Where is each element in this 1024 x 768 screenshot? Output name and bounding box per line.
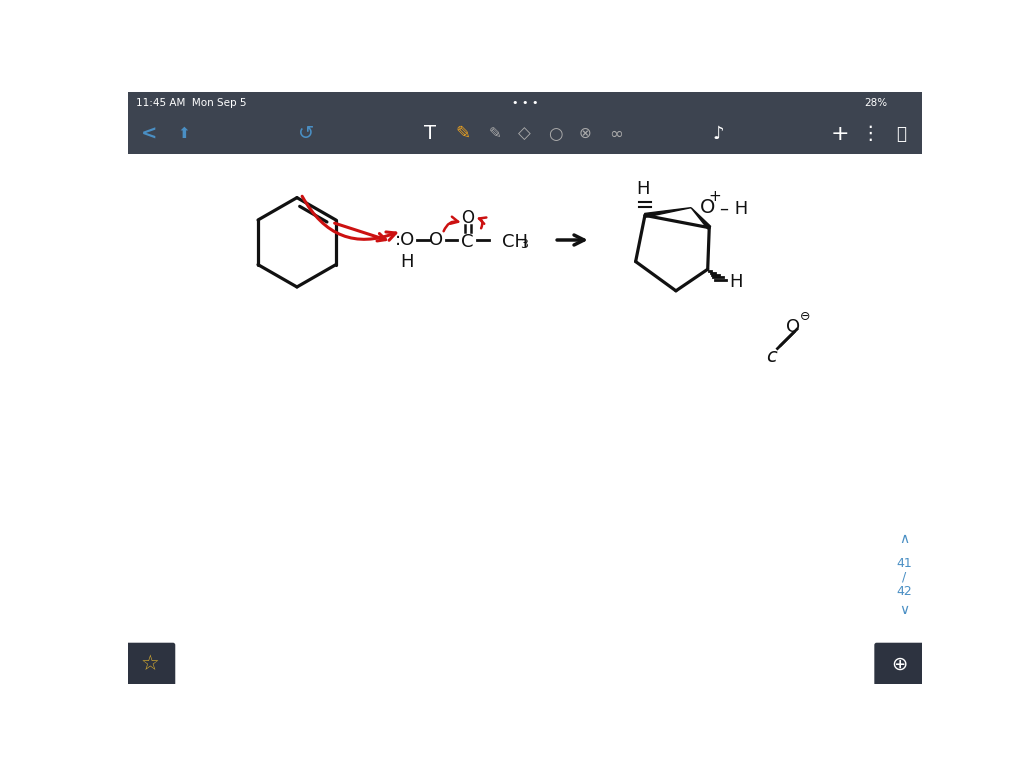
Text: – H: – H (721, 200, 749, 218)
Text: ⊕: ⊕ (891, 655, 907, 674)
Bar (128, 92, 922, 114)
Polygon shape (691, 207, 711, 229)
Text: O: O (429, 231, 443, 249)
Text: • • •: • • • (512, 98, 538, 108)
Text: ♪: ♪ (713, 124, 724, 143)
Bar (128, 114, 922, 154)
Polygon shape (644, 207, 691, 217)
Text: :O: :O (395, 231, 416, 249)
Text: /: / (902, 571, 906, 584)
Text: ○: ○ (548, 124, 562, 143)
Text: O: O (461, 210, 474, 227)
Text: +: + (708, 190, 721, 204)
Text: H: H (637, 180, 650, 198)
Text: ◇: ◇ (518, 124, 531, 143)
Text: 11:45 AM  Mon Sep 5: 11:45 AM Mon Sep 5 (136, 98, 246, 108)
Text: ✎: ✎ (456, 124, 470, 143)
Text: T: T (424, 124, 436, 144)
Text: O: O (785, 318, 800, 336)
Text: ∞: ∞ (609, 124, 624, 143)
Text: 42: 42 (897, 584, 912, 598)
Text: H: H (400, 253, 414, 270)
Text: ↺: ↺ (298, 124, 314, 144)
Text: 28%: 28% (864, 98, 888, 108)
Text: ∧: ∧ (899, 531, 909, 546)
Text: ∨: ∨ (899, 603, 909, 617)
Text: 3: 3 (520, 238, 528, 251)
Text: <: < (140, 124, 157, 144)
Text: O: O (700, 198, 716, 217)
Text: ⧉: ⧉ (896, 124, 906, 143)
Text: +: + (830, 124, 849, 144)
Text: H: H (729, 273, 742, 290)
Text: ⬆: ⬆ (177, 126, 190, 141)
FancyBboxPatch shape (874, 643, 924, 686)
Text: ⊖: ⊖ (800, 310, 811, 323)
Text: ☆: ☆ (141, 654, 160, 674)
Text: ✎: ✎ (489, 126, 502, 141)
FancyBboxPatch shape (126, 643, 175, 686)
Text: CH: CH (502, 233, 527, 250)
Text: c: c (766, 347, 776, 366)
Text: ⊗: ⊗ (579, 126, 592, 141)
Text: 41: 41 (897, 557, 912, 570)
Text: ⋮: ⋮ (860, 124, 880, 144)
Text: C: C (461, 233, 474, 250)
